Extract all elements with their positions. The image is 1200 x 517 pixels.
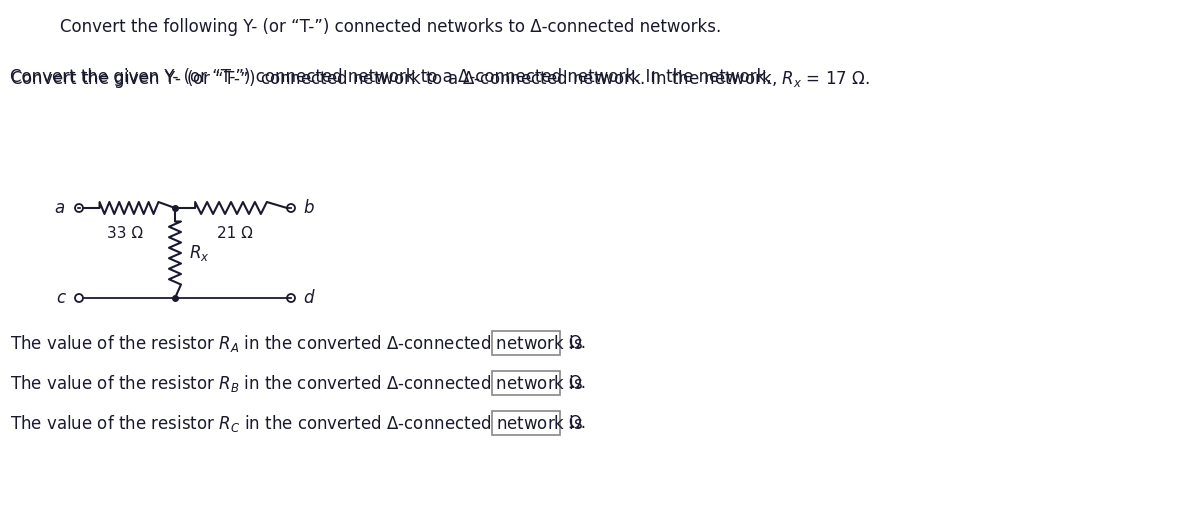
Bar [492,411,560,435]
Text: The value of the resistor $\mathit{R_C}$ in the converted Δ-connected network is: The value of the resistor $\mathit{R_C}$… [10,413,583,433]
Text: Convert the given Y- (or “T-”) connected network to a Δ-connected network. In th: Convert the given Y- (or “T-”) connected… [10,68,870,90]
Bar [492,371,560,395]
Text: Ω.: Ω. [568,334,586,352]
Text: a: a [55,199,65,217]
Bar [492,331,560,355]
Text: Ω.: Ω. [568,374,586,392]
Text: d: d [302,289,313,307]
Text: Ω.: Ω. [568,414,586,432]
Text: c: c [56,289,65,307]
Text: $\mathit{R_x}$: $\mathit{R_x}$ [190,243,210,263]
Text: The value of the resistor $\mathit{R_A}$ in the converted Δ-connected network is: The value of the resistor $\mathit{R_A}$… [10,332,583,354]
Text: Convert the given Y- (or “T-”) connected network to a Δ-connected network. In th: Convert the given Y- (or “T-”) connected… [10,68,776,86]
Text: 21 Ω: 21 Ω [217,226,253,241]
Text: b: b [302,199,313,217]
Text: The value of the resistor $\mathit{R_B}$ in the converted Δ-connected network is: The value of the resistor $\mathit{R_B}$… [10,373,583,393]
Text: 33 Ω: 33 Ω [107,226,143,241]
Text: Convert the following Y- (or “T-”) connected networks to Δ-connected networks.: Convert the following Y- (or “T-”) conne… [60,18,721,36]
